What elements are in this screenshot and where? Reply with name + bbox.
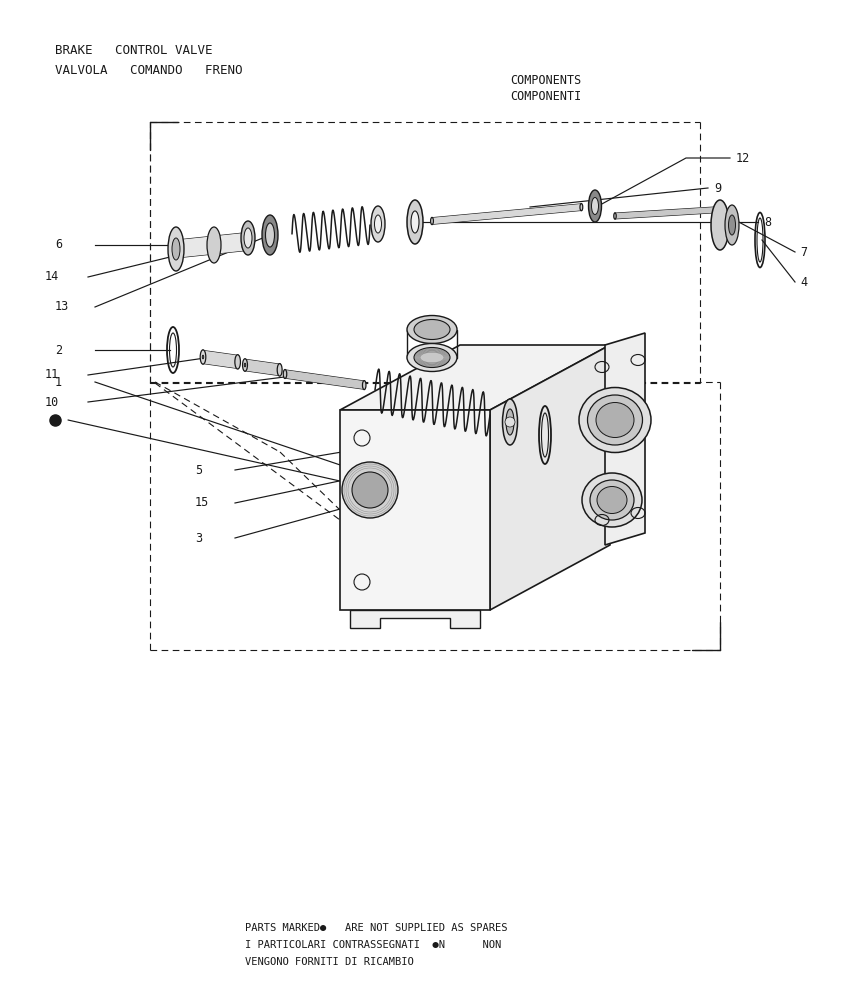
- Ellipse shape: [430, 217, 434, 225]
- Text: PARTS MARKED●   ARE NOT SUPPLIED AS SPARES: PARTS MARKED● ARE NOT SUPPLIED AS SPARES: [245, 923, 507, 933]
- Ellipse shape: [244, 363, 246, 367]
- Ellipse shape: [284, 369, 287, 378]
- Text: 8: 8: [764, 216, 771, 229]
- Ellipse shape: [414, 320, 450, 340]
- Ellipse shape: [172, 239, 180, 259]
- Ellipse shape: [262, 215, 278, 255]
- Ellipse shape: [266, 223, 274, 247]
- Polygon shape: [614, 207, 715, 219]
- Text: 12: 12: [736, 151, 750, 164]
- Ellipse shape: [590, 480, 634, 520]
- Text: 13: 13: [55, 300, 69, 314]
- Text: VENGONO FORNITI DI RICAMBIO: VENGONO FORNITI DI RICAMBIO: [245, 957, 414, 967]
- Ellipse shape: [725, 205, 739, 245]
- Ellipse shape: [241, 232, 250, 252]
- Ellipse shape: [596, 402, 634, 438]
- Circle shape: [352, 472, 388, 508]
- Ellipse shape: [597, 487, 627, 514]
- Text: 7: 7: [800, 245, 807, 258]
- Text: I PARTICOLARI CONTRASSEGNATI  ●N      NON: I PARTICOLARI CONTRASSEGNATI ●N NON: [245, 940, 501, 950]
- Ellipse shape: [375, 215, 381, 233]
- Circle shape: [505, 417, 515, 427]
- Text: 10: 10: [45, 395, 59, 408]
- Ellipse shape: [362, 381, 366, 390]
- Polygon shape: [175, 233, 246, 258]
- Ellipse shape: [407, 316, 457, 344]
- Ellipse shape: [587, 395, 642, 445]
- Polygon shape: [244, 359, 280, 375]
- Polygon shape: [340, 345, 610, 410]
- Ellipse shape: [414, 348, 450, 367]
- Ellipse shape: [168, 227, 184, 271]
- Text: 11: 11: [45, 368, 59, 381]
- Ellipse shape: [506, 409, 514, 435]
- Ellipse shape: [207, 227, 221, 263]
- Ellipse shape: [371, 206, 385, 242]
- Circle shape: [342, 462, 398, 518]
- Ellipse shape: [502, 399, 517, 445]
- Text: 2: 2: [55, 344, 62, 357]
- Polygon shape: [490, 345, 610, 610]
- Polygon shape: [284, 370, 365, 389]
- Ellipse shape: [277, 364, 282, 376]
- Ellipse shape: [407, 344, 457, 371]
- Text: 9: 9: [714, 182, 721, 194]
- Ellipse shape: [411, 211, 419, 233]
- Text: 5: 5: [195, 464, 202, 477]
- Text: 14: 14: [45, 270, 59, 284]
- Ellipse shape: [582, 473, 642, 527]
- Text: VALVOLA   COMANDO   FRENO: VALVOLA COMANDO FRENO: [55, 64, 242, 77]
- Ellipse shape: [244, 228, 252, 248]
- Ellipse shape: [580, 204, 582, 211]
- Text: COMPONENTS: COMPONENTS: [510, 74, 582, 87]
- Polygon shape: [431, 204, 582, 224]
- Ellipse shape: [241, 221, 255, 255]
- Polygon shape: [202, 351, 239, 368]
- Ellipse shape: [242, 359, 247, 371]
- Text: 15: 15: [195, 496, 209, 510]
- Text: 6: 6: [55, 238, 62, 251]
- Text: COMPONENTI: COMPONENTI: [510, 91, 582, 104]
- Ellipse shape: [588, 190, 602, 222]
- Ellipse shape: [711, 200, 729, 250]
- Polygon shape: [350, 610, 480, 628]
- Text: 3: 3: [195, 532, 202, 544]
- Ellipse shape: [235, 355, 241, 369]
- Ellipse shape: [614, 213, 616, 219]
- Ellipse shape: [713, 207, 716, 213]
- Ellipse shape: [592, 198, 598, 215]
- Polygon shape: [340, 410, 490, 610]
- Text: BRAKE   CONTROL VALVE: BRAKE CONTROL VALVE: [55, 43, 213, 56]
- Ellipse shape: [728, 215, 735, 235]
- Polygon shape: [605, 333, 645, 545]
- Ellipse shape: [172, 238, 180, 260]
- Ellipse shape: [579, 387, 651, 452]
- Ellipse shape: [407, 200, 423, 244]
- Ellipse shape: [200, 350, 206, 364]
- Text: 1: 1: [55, 375, 62, 388]
- Text: 4: 4: [800, 275, 807, 288]
- Ellipse shape: [175, 245, 177, 253]
